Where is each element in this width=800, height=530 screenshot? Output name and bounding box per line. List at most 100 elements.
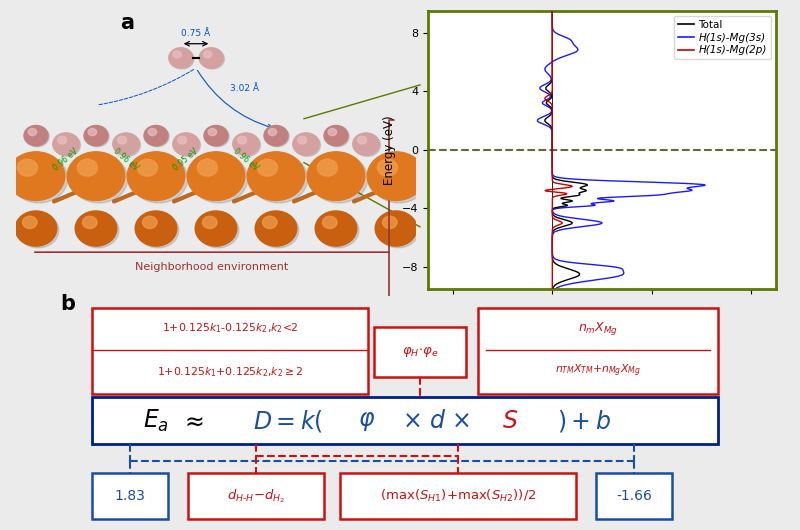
Circle shape (113, 133, 139, 155)
Circle shape (75, 211, 117, 246)
Total (547, 69, 557, 75)
Circle shape (370, 154, 428, 203)
Circle shape (298, 136, 306, 144)
Circle shape (378, 159, 398, 176)
Circle shape (148, 128, 157, 136)
H(1s)-Mg(3s) (550, 286, 560, 292)
FancyBboxPatch shape (188, 473, 324, 519)
Text: 1+0.125$k_1$-0.125$k_2$,$k_2$<2: 1+0.125$k_1$-0.125$k_2$,$k_2$<2 (162, 321, 298, 335)
Circle shape (322, 216, 337, 228)
Circle shape (138, 213, 179, 248)
Circle shape (127, 152, 185, 200)
H(1s)-Mg(3s) (547, 7, 557, 14)
Text: (max($S_{H1}$)+max($S_{H2}$))/2: (max($S_{H1}$)+max($S_{H2}$))/2 (380, 488, 536, 504)
Y-axis label: Energy (eV): Energy (eV) (383, 115, 396, 184)
Circle shape (190, 154, 248, 203)
Circle shape (78, 159, 98, 176)
Circle shape (255, 211, 297, 246)
Circle shape (375, 211, 417, 246)
Circle shape (382, 216, 397, 228)
H(1s)-Mg(3s) (541, 64, 550, 70)
Total (547, 7, 557, 14)
Text: 0.96 eV: 0.96 eV (52, 146, 80, 172)
Circle shape (114, 134, 141, 156)
Circle shape (238, 136, 246, 144)
Circle shape (173, 133, 199, 155)
Circle shape (170, 49, 194, 69)
Text: $n_{TM}X_{TM}$+$n_{Mg}X_{Mg}$: $n_{TM}X_{TM}$+$n_{Mg}X_{Mg}$ (554, 363, 641, 379)
X-axis label: -COHP (arb. units): -COHP (arb. units) (549, 314, 655, 327)
Circle shape (204, 126, 228, 146)
FancyBboxPatch shape (92, 398, 718, 444)
Text: $\approx$: $\approx$ (180, 409, 204, 433)
Text: $d_{H\text{-}H}$$-$$d_{H_2}$: $d_{H\text{-}H}$$-$$d_{H_2}$ (227, 488, 285, 505)
H(1s)-Mg(2p) (547, 64, 557, 70)
Circle shape (328, 128, 337, 136)
Text: b: b (60, 294, 75, 314)
Circle shape (138, 159, 158, 176)
Total (548, 286, 558, 292)
Circle shape (53, 133, 79, 155)
Text: 0.96 eV: 0.96 eV (232, 146, 260, 172)
Circle shape (234, 134, 261, 156)
Text: $\times$ $d$ $\times$: $\times$ $d$ $\times$ (402, 409, 470, 433)
Text: $\varphi$: $\varphi$ (358, 409, 375, 433)
Circle shape (199, 48, 223, 68)
Text: -1.66: -1.66 (616, 489, 652, 503)
Circle shape (187, 152, 245, 200)
Circle shape (26, 127, 50, 147)
Circle shape (358, 136, 366, 144)
Circle shape (250, 154, 308, 203)
Circle shape (258, 159, 278, 176)
Circle shape (205, 127, 230, 147)
Circle shape (233, 133, 259, 155)
H(1s)-Mg(3s) (542, 69, 551, 75)
FancyBboxPatch shape (596, 473, 672, 519)
Circle shape (198, 213, 239, 248)
Circle shape (318, 213, 359, 248)
FancyBboxPatch shape (374, 328, 466, 377)
Circle shape (84, 126, 108, 146)
Circle shape (195, 211, 237, 246)
FancyBboxPatch shape (64, 296, 768, 525)
H(1s)-Mg(2p) (540, 94, 550, 101)
Circle shape (28, 128, 37, 136)
Circle shape (258, 213, 299, 248)
Total (548, 173, 558, 180)
Circle shape (266, 127, 290, 147)
Circle shape (367, 152, 425, 200)
Circle shape (307, 152, 365, 200)
Text: $n_m X_{Mg}$: $n_m X_{Mg}$ (578, 320, 618, 337)
H(1s)-Mg(3s) (550, 173, 559, 180)
Circle shape (318, 159, 338, 176)
Circle shape (22, 216, 37, 228)
H(1s)-Mg(2p) (547, 163, 557, 170)
Circle shape (118, 136, 126, 144)
Circle shape (200, 49, 224, 69)
FancyBboxPatch shape (478, 308, 718, 394)
Circle shape (142, 216, 157, 228)
Circle shape (146, 127, 170, 147)
Circle shape (264, 126, 288, 146)
Circle shape (293, 133, 319, 155)
Circle shape (202, 216, 217, 228)
Circle shape (58, 136, 66, 144)
H(1s)-Mg(3s) (554, 257, 564, 263)
Total (548, 257, 558, 263)
Circle shape (310, 154, 368, 203)
H(1s)-Mg(2p) (547, 7, 557, 14)
Circle shape (198, 159, 218, 176)
Circle shape (203, 51, 212, 58)
Total (547, 64, 557, 70)
Text: $S$: $S$ (502, 409, 518, 433)
Circle shape (315, 211, 357, 246)
Circle shape (24, 126, 48, 146)
Text: $D = k($: $D = k($ (253, 408, 323, 434)
Circle shape (294, 134, 321, 156)
Text: 3.02 Å: 3.02 Å (230, 84, 258, 93)
H(1s)-Mg(2p) (547, 173, 557, 180)
Circle shape (174, 134, 201, 156)
Line: Total: Total (545, 11, 587, 289)
Total (547, 163, 557, 170)
Circle shape (67, 152, 125, 200)
